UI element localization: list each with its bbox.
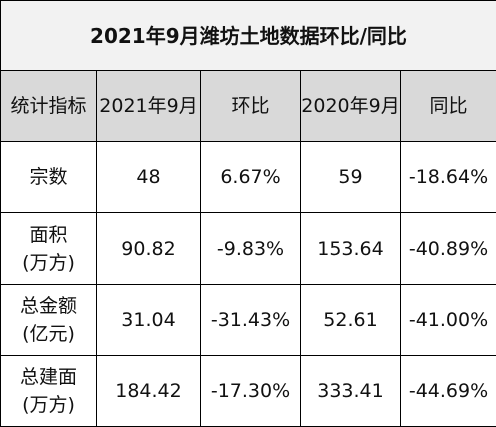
cell: -44.69% [400, 354, 496, 427]
cell: 59 [300, 141, 401, 214]
cell-text: 总建面 [19, 365, 77, 388]
cell-text: -41.00% [408, 308, 489, 331]
cell-text: -17.30% [210, 379, 291, 402]
cell: -40.89% [400, 212, 496, 285]
cell: 184.42 [96, 354, 201, 427]
title: 2021年9月潍坊土地数据环比/同比 [0, 0, 496, 72]
cell-text: -9.83% [216, 237, 285, 260]
cell-text: (万方) [22, 251, 75, 274]
cell: 333.41 [300, 354, 401, 427]
column-header: 统计指标 [0, 70, 97, 143]
cell: -31.43% [200, 283, 301, 356]
cell: 面积 (万方) [0, 212, 97, 285]
cell-text: 面积 [29, 223, 68, 246]
cell-text: 184.42 [115, 379, 182, 402]
cell: 6.67% [200, 141, 301, 214]
cell: -41.00% [400, 283, 496, 356]
cell-text: 6.67% [220, 166, 281, 189]
cell-text: (亿元) [22, 322, 75, 345]
column-header: 环比 [200, 70, 301, 143]
cell: -18.64% [400, 141, 496, 214]
data-row: 宗数 48 6.67% 59 -18.64% [0, 141, 496, 214]
cell-text: 宗数 [29, 166, 68, 189]
cell: -9.83% [200, 212, 301, 285]
header-row: 统计指标 2021年9月 环比 2020年9月 同比 [0, 70, 496, 143]
cell: 48 [96, 141, 201, 214]
cell: 153.64 [300, 212, 401, 285]
cell: 总建面 (万方) [0, 354, 97, 427]
cell: 宗数 [0, 141, 97, 214]
cell-text: -18.64% [408, 166, 489, 189]
cell-text: (万方) [22, 393, 75, 416]
cell: 52.61 [300, 283, 401, 356]
cell-text: 333.41 [317, 379, 384, 402]
data-row: 总建面 (万方) 184.42 -17.30% 333.41 -44.69% [0, 354, 496, 427]
cell-text: 90.82 [121, 237, 176, 260]
data-row: 总金额 (亿元) 31.04 -31.43% 52.61 -41.00% [0, 283, 496, 356]
column-header: 同比 [400, 70, 496, 143]
cell-text: 48 [136, 166, 161, 189]
cell-text: -44.69% [408, 379, 489, 402]
data-row: 面积 (万方) 90.82 -9.83% 153.64 -40.89% [0, 212, 496, 285]
column-header: 2020年9月 [300, 70, 401, 143]
cell: -17.30% [200, 354, 301, 427]
cell-text: 59 [338, 166, 363, 189]
cell-text: 153.64 [317, 237, 384, 260]
cell: 总金额 (亿元) [0, 283, 97, 356]
title-row: 2021年9月潍坊土地数据环比/同比 [0, 0, 496, 72]
cell-text: -40.89% [408, 237, 489, 260]
cell-text: 31.04 [121, 308, 176, 331]
column-header: 2021年9月 [96, 70, 201, 143]
cell-text: 总金额 [19, 294, 77, 317]
cell-text: 52.61 [323, 308, 378, 331]
cell: 90.82 [96, 212, 201, 285]
cell: 31.04 [96, 283, 201, 356]
cell-text: -31.43% [210, 308, 291, 331]
